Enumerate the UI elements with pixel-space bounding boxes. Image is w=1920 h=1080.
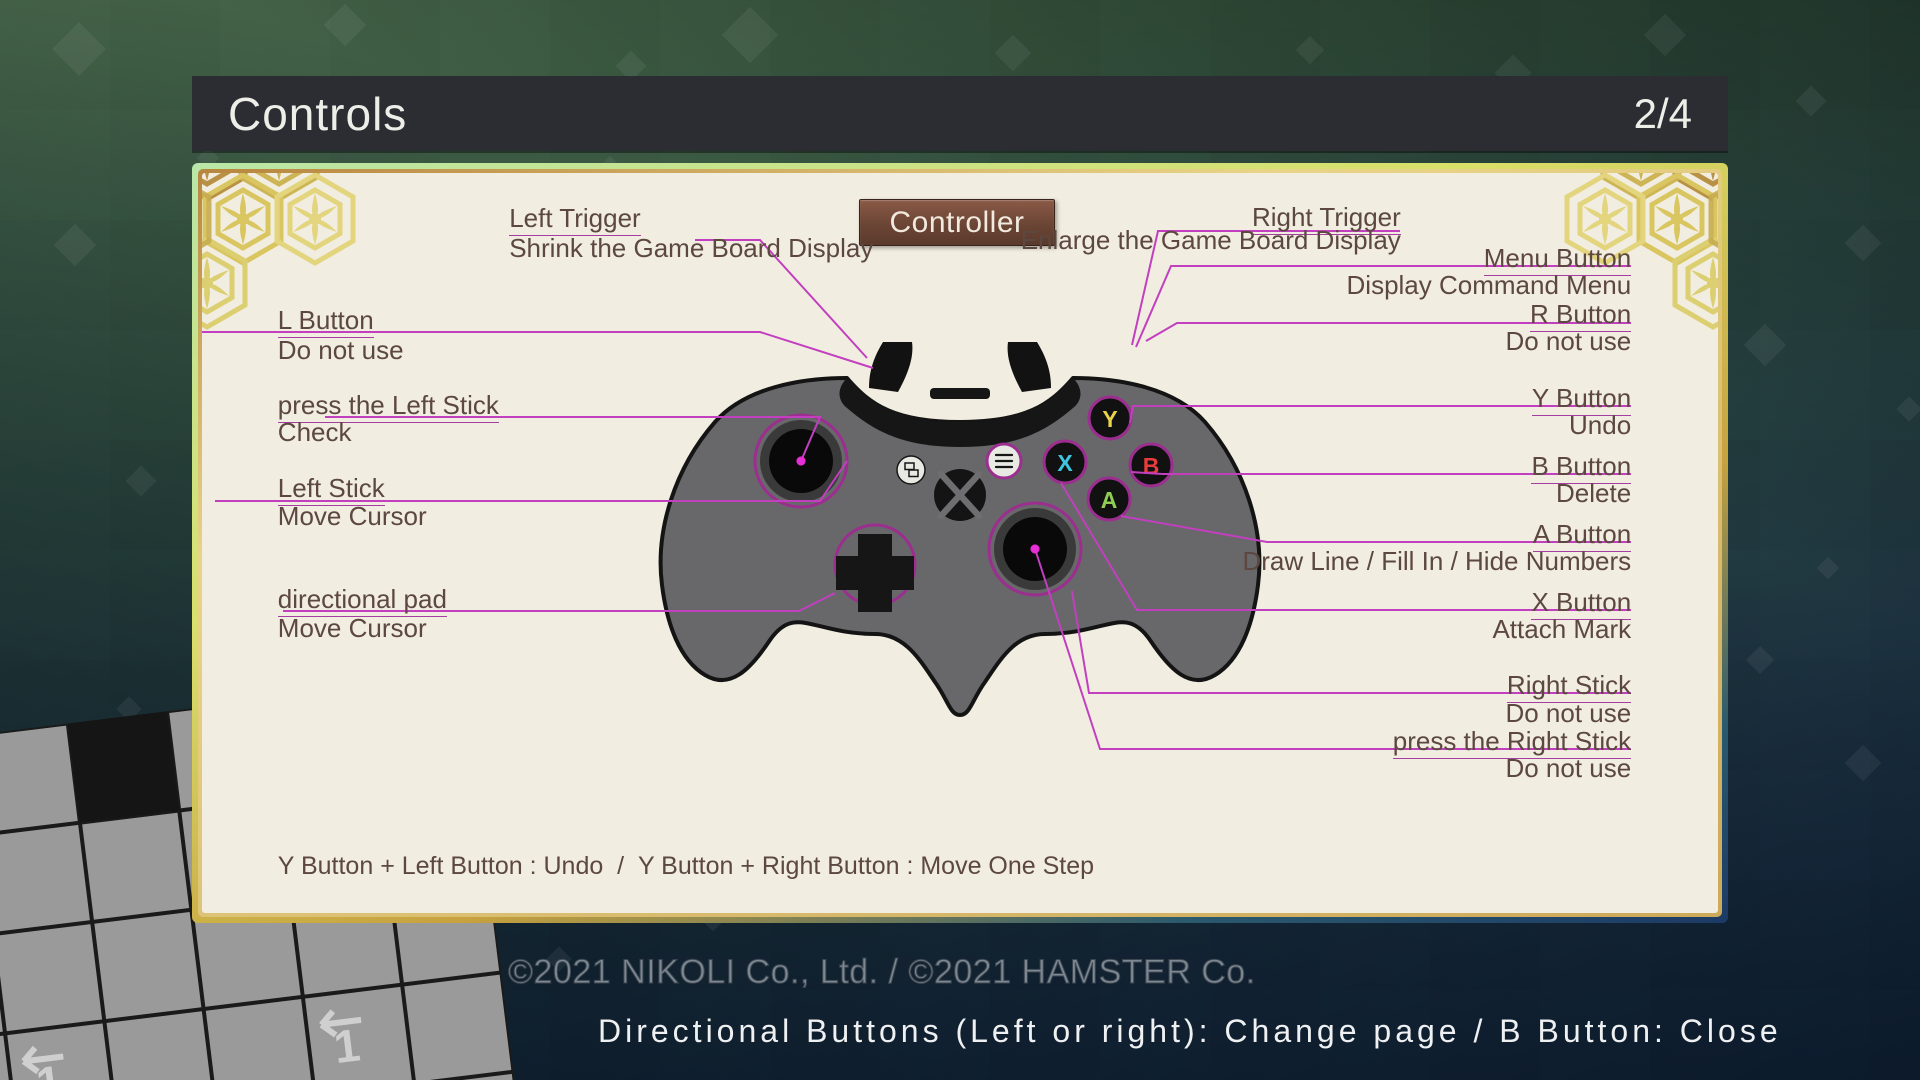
svg-text:X: X — [1057, 450, 1073, 476]
svg-text:A: A — [1101, 487, 1118, 513]
svg-text:Y: Y — [1102, 406, 1117, 432]
